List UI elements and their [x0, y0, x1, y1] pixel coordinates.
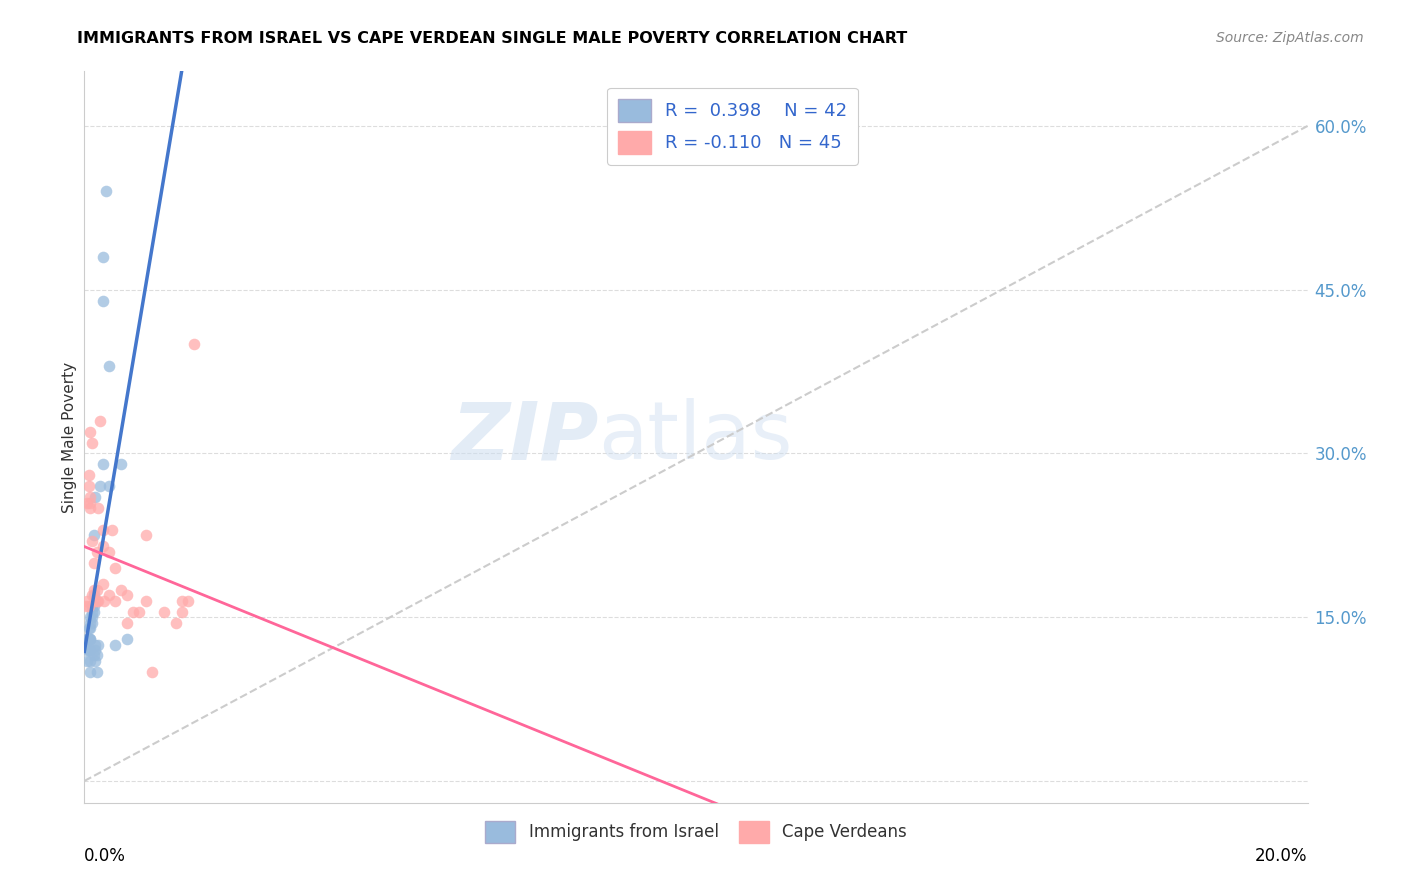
Point — [91, 577, 114, 591]
Point — [79, 665, 101, 679]
Point — [91, 539, 114, 553]
Point — [86, 545, 108, 559]
Point — [77, 468, 100, 483]
Point — [153, 605, 176, 619]
Point — [122, 605, 145, 619]
Point — [97, 359, 120, 373]
Point — [87, 501, 110, 516]
Text: atlas: atlas — [598, 398, 793, 476]
Point — [82, 533, 104, 548]
Point — [91, 458, 114, 472]
Point — [172, 605, 194, 619]
Legend: Immigrants from Israel, Cape Verdeans: Immigrants from Israel, Cape Verdeans — [478, 814, 914, 849]
Point — [79, 501, 101, 516]
Point — [84, 643, 107, 657]
Point — [75, 599, 97, 614]
Text: 20.0%: 20.0% — [1256, 847, 1308, 864]
Point — [104, 561, 127, 575]
Point — [97, 588, 120, 602]
Point — [165, 615, 187, 630]
Point — [82, 605, 104, 619]
Point — [77, 632, 100, 646]
Point — [141, 665, 163, 679]
Point — [135, 528, 157, 542]
Point — [97, 545, 120, 559]
Point — [76, 495, 98, 509]
Point — [76, 632, 98, 646]
Point — [76, 594, 98, 608]
Point — [177, 594, 200, 608]
Point — [110, 582, 132, 597]
Point — [79, 632, 101, 646]
Point — [83, 582, 105, 597]
Point — [135, 594, 157, 608]
Point — [80, 615, 103, 630]
Point — [83, 654, 105, 668]
Point — [91, 293, 114, 308]
Point — [94, 185, 117, 199]
Point — [77, 599, 100, 614]
Point — [172, 594, 194, 608]
Point — [183, 337, 205, 351]
Point — [79, 621, 101, 635]
Point — [82, 435, 104, 450]
Point — [83, 528, 105, 542]
Point — [110, 458, 132, 472]
Point — [79, 425, 101, 439]
Text: IMMIGRANTS FROM ISRAEL VS CAPE VERDEAN SINGLE MALE POVERTY CORRELATION CHART: IMMIGRANTS FROM ISRAEL VS CAPE VERDEAN S… — [77, 31, 908, 46]
Point — [83, 594, 105, 608]
Point — [97, 479, 120, 493]
Point — [86, 582, 108, 597]
Point — [80, 599, 103, 614]
Point — [79, 610, 101, 624]
Point — [79, 654, 101, 668]
Text: ZIP: ZIP — [451, 398, 598, 476]
Point — [86, 594, 108, 608]
Point — [89, 414, 111, 428]
Point — [115, 615, 138, 630]
Point — [86, 648, 108, 663]
Point — [83, 588, 105, 602]
Point — [104, 594, 127, 608]
Point — [79, 615, 101, 630]
Point — [115, 632, 138, 646]
Point — [80, 588, 103, 602]
Point — [87, 638, 110, 652]
Point — [76, 643, 98, 657]
Point — [83, 648, 105, 663]
Point — [93, 594, 115, 608]
Point — [79, 643, 101, 657]
Y-axis label: Single Male Poverty: Single Male Poverty — [62, 361, 77, 513]
Point — [77, 632, 100, 646]
Point — [89, 479, 111, 493]
Text: 0.0%: 0.0% — [84, 847, 127, 864]
Point — [77, 479, 100, 493]
Point — [101, 523, 124, 537]
Point — [82, 599, 104, 614]
Point — [83, 605, 105, 619]
Point — [83, 638, 105, 652]
Point — [87, 594, 110, 608]
Point — [91, 523, 114, 537]
Point — [115, 588, 138, 602]
Point — [79, 495, 101, 509]
Point — [79, 632, 101, 646]
Point — [83, 556, 105, 570]
Point — [76, 654, 98, 668]
Point — [128, 605, 150, 619]
Point — [104, 638, 127, 652]
Point — [82, 610, 104, 624]
Point — [77, 621, 100, 635]
Point — [77, 643, 100, 657]
Point — [83, 599, 105, 614]
Point — [79, 490, 101, 504]
Text: Source: ZipAtlas.com: Source: ZipAtlas.com — [1216, 31, 1364, 45]
Point — [86, 665, 108, 679]
Point — [84, 490, 107, 504]
Point — [91, 250, 114, 264]
